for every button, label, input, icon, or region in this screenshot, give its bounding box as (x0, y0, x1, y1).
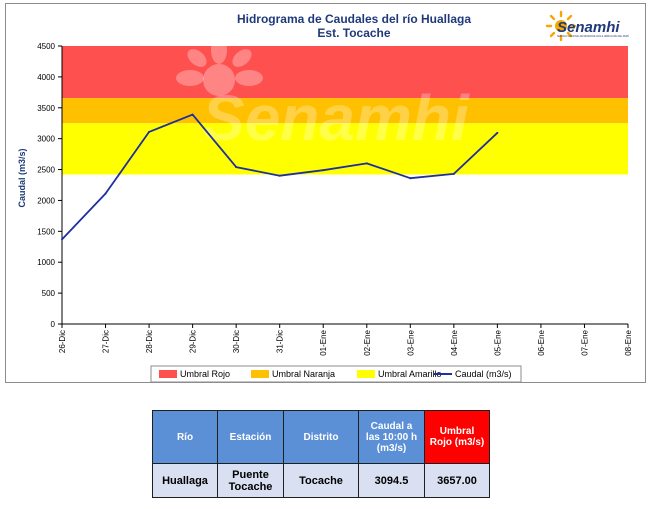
senamhi-watermark: Senamhi (176, 36, 470, 154)
band-umbral-naranja (62, 98, 628, 124)
data-point (104, 192, 107, 195)
logo-text: Senamhi (557, 19, 620, 36)
header-rio: Río (152, 410, 218, 464)
cell-umbral-rojo: 3657.00 (424, 463, 490, 498)
chart-axes (61, 46, 628, 325)
x-tick-label: 26-Dic (58, 330, 67, 353)
cell-rio: Huallaga (152, 463, 218, 498)
data-point (191, 113, 194, 116)
table-header-row: Río Estación Distrito Caudal a las 10:00… (152, 410, 490, 464)
hydrograph-chart: Hidrograma de Caudales del río Huallaga … (17, 10, 633, 383)
logo-subtitle: SERVICIO NACIONAL DE METEOROLOGÍA E HIDR… (557, 33, 629, 38)
y-tick-label: 2000 (37, 196, 55, 205)
legend-swatch-umbral-amarillo (357, 370, 375, 378)
data-point (235, 166, 238, 169)
header-distrito: Distrito (283, 410, 359, 464)
data-point (409, 177, 412, 180)
chart-frame: Hidrograma de Caudales del río Huallaga … (5, 3, 646, 383)
cell-estacion: Puente Tocache (217, 463, 284, 498)
x-tick-label: 06-Ene (537, 329, 546, 355)
y-tick-label: 1500 (37, 227, 55, 236)
chart-subtitle: Est. Tocache (317, 26, 390, 40)
header-caudal: Caudal a las 10:00 h (m3/s) (358, 410, 425, 464)
x-tick-label: 31-Dic (276, 330, 285, 353)
y-tick-label: 0 (51, 320, 56, 329)
table-row: Huallaga Puente Tocache Tocache 3094.5 3… (152, 463, 490, 498)
cell-distrito: Tocache (283, 463, 359, 498)
senamhi-logo: Senamhi SERVICIO NACIONAL DE METEOROLOGÍ… (545, 10, 629, 42)
threshold-bands (62, 46, 628, 175)
data-point (61, 238, 63, 241)
watermark-sun-icon (176, 36, 263, 96)
x-tick-label: 01-Ene (319, 329, 328, 355)
legend-label-umbral-rojo: Umbral Rojo (180, 369, 230, 379)
chart-title: Hidrograma de Caudales del río Huallaga (237, 12, 471, 26)
y-tick-label: 500 (42, 289, 56, 298)
data-point (452, 172, 455, 175)
y-tick-label: 4500 (37, 42, 55, 51)
data-point (496, 131, 499, 134)
x-tick-label: 30-Dic (232, 330, 241, 353)
y-tick-label: 2500 (37, 166, 55, 175)
station-data-table: Río Estación Distrito Caudal a las 10:00… (152, 410, 490, 498)
series-layer (61, 113, 499, 241)
data-point (322, 169, 325, 172)
x-tick-label: 27-Dic (102, 330, 111, 353)
x-tick-label: 05-Ene (493, 329, 502, 355)
x-tick-label: 03-Ene (406, 329, 415, 355)
sun-icon (545, 10, 577, 42)
y-tick-label: 4000 (37, 73, 55, 82)
legend-label-caudal-m3-s: Caudal (m3/s) (455, 369, 512, 379)
header-umbral-rojo: Umbral Rojo (m3/s) (424, 410, 490, 464)
x-axis-ticks: 26-Dic 27-Dic 28-Dic 29-Dic 30-Dic 31-Dic 01-E… (58, 324, 633, 356)
y-tick-label: 3500 (37, 104, 55, 113)
data-point (365, 162, 368, 165)
y-tick-label: 1000 (37, 258, 55, 267)
legend-swatch-umbral-naranja (251, 370, 269, 378)
x-tick-label: 08-Ene (624, 329, 633, 355)
x-tick-label: 29-Dic (189, 330, 198, 353)
x-tick-label: 04-Ene (450, 329, 459, 355)
x-tick-label: 02-Ene (363, 329, 372, 355)
legend-swatch-umbral-rojo (159, 370, 177, 378)
legend-label-umbral-naranja: Umbral Naranja (272, 369, 335, 379)
header-estacion: Estación (217, 410, 284, 464)
cell-caudal: 3094.5 (358, 463, 425, 498)
y-axis-title: Caudal (m3/s) (17, 148, 27, 207)
y-axis-ticks: 0 500 1000 1500 2000 2500 3000 3500 4000 4500 (37, 42, 62, 329)
y-tick-label: 3000 (37, 135, 55, 144)
x-tick-label: 28-Dic (145, 330, 154, 353)
band-umbral-rojo (62, 46, 628, 99)
watermark-text: Senamhi (202, 82, 470, 154)
legend-box (150, 365, 522, 383)
data-point (278, 174, 281, 177)
legend-label-umbral-amarillo: Umbral Amarillo (378, 369, 442, 379)
legend: Umbral Rojo Umbral Naranja Umbral Amarillo… (159, 369, 512, 379)
x-tick-label: 07-Ene (580, 329, 589, 355)
data-point (148, 130, 151, 133)
